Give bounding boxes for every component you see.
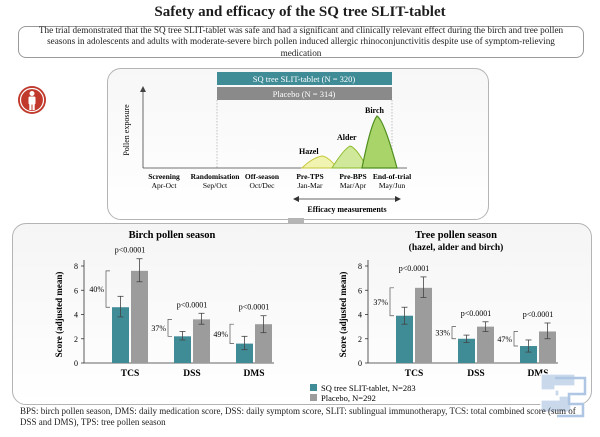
chart-title: Birch pollen season [129,230,216,241]
active-treatment-bar [217,72,392,85]
bar-active [396,315,413,363]
hazel-curve [300,155,338,169]
bar-active [236,343,253,363]
category-label: TCS [121,369,139,379]
bar-placebo [477,326,494,363]
y-tick-label: 6 [74,286,78,295]
milestone-randomisation-period: Sep/Oct [203,181,228,190]
milestone-pre-bps: Pre-BPS [339,172,366,181]
reduction-label: 49% [213,330,228,339]
category-label: DSS [467,369,484,379]
p-value-label: p<0.0001 [523,310,554,319]
reduction-bracket [513,331,518,347]
legend-swatch-active [310,384,317,391]
y-tick-label: 2 [74,335,78,344]
reduction-label: 40% [89,285,104,294]
milestone-off-season-period: Oct/Dec [250,181,276,190]
milestone-randomisation: Randomisation [191,172,241,181]
placebo-treatment-bar [217,87,392,100]
chart-subtitle: (hazel, alder and birch) [409,242,504,253]
category-label: TCS [405,369,423,379]
results-charts: Birch pollen season Score (adjusted mean)… [54,230,558,403]
y-axis-label: Score (adjusted mean) [54,272,64,358]
bar-active [112,307,129,363]
milestone-end-of-trial: End-of-trial [373,172,411,181]
birch-curve [361,115,398,169]
reduction-label: 33% [435,329,450,338]
category-label: DMS [243,369,264,379]
category-label: DSS [183,369,200,379]
y-tick-label: 8 [358,262,362,271]
logo-icon [540,373,587,418]
reduction-bracket [389,287,394,317]
reduction-label: 37% [373,298,388,307]
hazel-label: Hazel [299,147,319,156]
tree-season-chart: Tree pollen season(hazel, alder and birc… [338,230,558,379]
milestone-screening-period: Apr-Oct [152,181,178,190]
birch-season-chart: Birch pollen season Score (adjusted mean)… [54,230,274,379]
reduction-label: 47% [497,335,512,344]
person-icon [18,86,46,114]
milestone-off-season: Off-season [245,172,280,181]
bar-active [174,336,191,363]
active-bar-label: SQ tree SLIT-tablet (N = 320) [253,74,356,84]
trial-design-diagram: SQ tree SLIT-tablet (N = 320) Placebo (N… [122,72,411,214]
y-tick-label: 6 [358,286,362,295]
milestone-pre-bps-period: Mar/Apr [340,181,367,190]
y-axis-label: Score (adjusted mean) [338,272,348,358]
footnote: BPS: birch pollen season, DMS: daily med… [20,406,576,427]
pollen-exposure-label: Pollen exposure [122,104,131,156]
bar-placebo [131,270,148,363]
efficacy-label: Efficacy measurements [307,205,386,214]
p-value-label: p<0.0001 [115,246,146,255]
bar-active [458,338,475,363]
bar-placebo [255,324,272,363]
bar-placebo [539,331,556,363]
reduction-bracket [451,326,456,340]
y-tick-label: 4 [358,311,362,320]
reduction-label: 37% [151,324,166,333]
reduction-bracket [105,270,110,308]
reduction-bracket [167,319,172,337]
milestone-pre-tps-period: Jan-Mar [298,181,323,190]
milestone-end-of-trial-period: May/Jun [379,181,406,190]
p-value-label: p<0.0001 [461,309,492,318]
y-tick-label: 2 [358,335,362,344]
birch-label: Birch [365,106,385,115]
legend-swatch-placebo [310,394,317,401]
placebo-bar-label: Placebo (N = 314) [273,89,336,99]
bar-active [520,346,537,363]
chart-legend: SQ tree SLIT-tablet, N=283 Placebo, N=29… [310,383,416,403]
y-tick-label: 0 [358,359,362,368]
alder-label: Alder [337,133,357,142]
milestone-pre-tps: Pre-TPS [296,172,323,181]
alder-curve [331,145,368,169]
results-panel [12,223,592,405]
reduction-bracket [229,323,234,344]
bar-placebo [193,319,210,363]
y-tick-label: 4 [74,311,78,320]
bar-placebo [415,287,432,363]
summary-box: The trial demonstrated that the SQ tree … [18,25,584,58]
p-value-label: p<0.0001 [399,264,430,273]
milestone-screening: Screening [148,172,180,181]
legend-active-label: SQ tree SLIT-tablet, N=283 [321,383,416,393]
p-value-label: p<0.0001 [177,300,208,309]
y-tick-label: 0 [74,359,78,368]
category-label: DMS [527,369,548,379]
legend-placebo-label: Placebo, N=292 [321,393,376,403]
page-title: Safety and efficacy of the SQ tree SLIT-… [154,4,446,20]
p-value-label: p<0.0001 [239,303,270,312]
chart-title: Tree pollen season [415,230,497,241]
y-tick-label: 8 [74,262,78,271]
